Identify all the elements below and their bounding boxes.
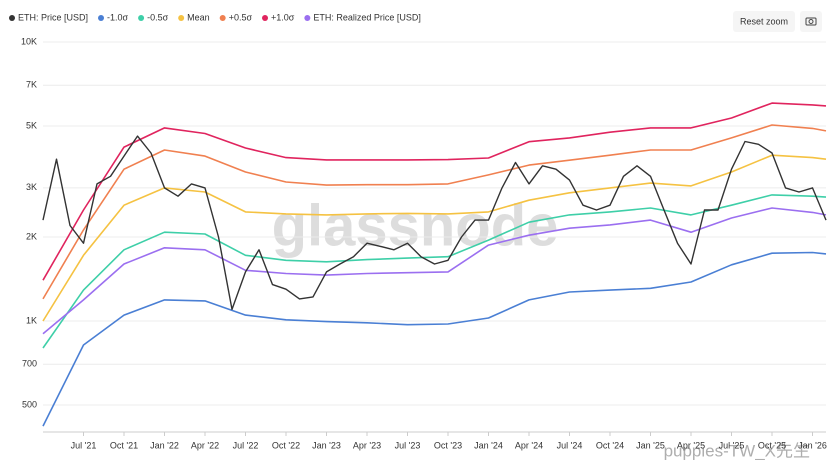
x-tick-label: Oct '23	[434, 440, 462, 450]
legend-label: -1.0σ	[107, 12, 129, 22]
legend-marker	[138, 15, 145, 21]
x-tick-label: Jul '25	[719, 440, 745, 450]
y-tick-label: 5K	[26, 120, 37, 130]
y-tick-label: 500	[22, 399, 37, 409]
legend-marker	[98, 15, 105, 21]
x-tick-label: Jul '24	[557, 440, 583, 450]
camera-icon[interactable]	[800, 11, 822, 32]
x-tick-label: Apr '22	[191, 440, 219, 450]
x-tick-label: Apr '25	[677, 440, 705, 450]
x-tick-label: Oct '25	[758, 440, 786, 450]
legend-marker	[262, 15, 269, 21]
y-tick-label: 2K	[26, 231, 37, 241]
watermark: glassnode	[272, 193, 559, 258]
legend-label: ETH: Price [USD]	[18, 12, 88, 22]
series-line	[42, 135, 827, 311]
reset-zoom-button[interactable]	[733, 11, 795, 32]
legend-label: +0.5σ	[229, 12, 253, 22]
series-line	[42, 124, 827, 300]
x-tick-label: Apr '23	[353, 440, 381, 450]
series-line	[42, 154, 827, 322]
reset-zoom-label[interactable]: Reset zoom	[740, 16, 788, 26]
legend-label: Mean	[187, 12, 210, 22]
legend-marker	[304, 15, 311, 21]
legend-label: +1.0σ	[271, 12, 295, 22]
x-tick-label: Jan '22	[150, 440, 179, 450]
x-tick-label: Jan '23	[312, 440, 341, 450]
y-tick-label: 10K	[21, 36, 37, 46]
social-watermark: puppies-TW_X先生	[664, 441, 810, 460]
series-line	[42, 102, 827, 281]
legend-marker	[9, 15, 15, 21]
x-tick-label: Jan '25	[636, 440, 665, 450]
x-tick-label: Jan '24	[474, 440, 503, 450]
legend-label: ETH: Realized Price [USD]	[313, 12, 421, 22]
legend-label: -0.5σ	[147, 12, 169, 22]
y-tick-label: 7K	[26, 80, 37, 90]
x-tick-label: Jul '22	[233, 440, 259, 450]
x-tick-label: Oct '24	[596, 440, 624, 450]
y-tick-label: 1K	[26, 315, 37, 325]
series-line	[42, 251, 827, 427]
legend-marker	[178, 15, 185, 21]
x-tick-label: Apr '24	[515, 440, 543, 450]
grid	[43, 41, 826, 406]
x-tick-label: Jul '21	[71, 440, 97, 450]
y-tick-label: 700	[22, 359, 37, 369]
x-tick-label: Jan '26	[798, 440, 827, 450]
y-tick-label: 3K	[26, 182, 37, 192]
x-tick-label: Oct '22	[272, 440, 300, 450]
legend-marker	[219, 15, 226, 21]
series-line	[42, 207, 827, 335]
x-tick-label: Oct '21	[110, 440, 138, 450]
x-tick-label: Jul '23	[395, 440, 421, 450]
